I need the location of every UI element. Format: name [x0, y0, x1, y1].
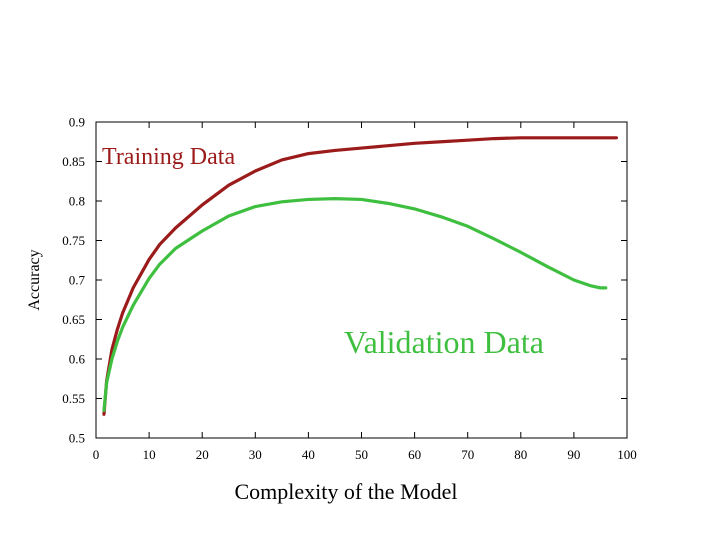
validation-data-line — [102, 197, 608, 412]
series-label-training: Training Data — [102, 144, 235, 170]
y-tick-label: 0.5 — [69, 431, 85, 446]
x-tick-label: 20 — [196, 447, 209, 462]
x-tick-label: 30 — [249, 447, 262, 462]
series-label-validation: Validation Data — [344, 324, 544, 360]
y-tick-label: 0.8 — [69, 194, 85, 209]
x-tick-label: 50 — [355, 447, 368, 462]
x-tick-label: 10 — [143, 447, 156, 462]
y-tick-label: 0.55 — [62, 391, 85, 406]
y-tick-label: 0.75 — [62, 233, 85, 248]
y-tick-label: 0.85 — [62, 154, 85, 169]
x-tick-label: 60 — [408, 447, 421, 462]
x-tick-label: 80 — [514, 447, 527, 462]
y-tick-label: 0.7 — [69, 273, 86, 288]
x-tick-label: 90 — [567, 447, 580, 462]
y-tick-label: 0.9 — [69, 115, 85, 130]
x-axis-label: Complexity of the Model — [234, 479, 457, 504]
x-tick-label: 70 — [461, 447, 474, 462]
y-tick-label: 0.65 — [62, 312, 85, 327]
x-tick-label: 40 — [302, 447, 315, 462]
y-tick-label: 0.6 — [69, 352, 86, 367]
y-axis-label: Accuracy — [26, 249, 43, 310]
x-tick-label: 100 — [617, 447, 637, 462]
training-data-line — [102, 136, 618, 416]
x-tick-label: 0 — [93, 447, 100, 462]
